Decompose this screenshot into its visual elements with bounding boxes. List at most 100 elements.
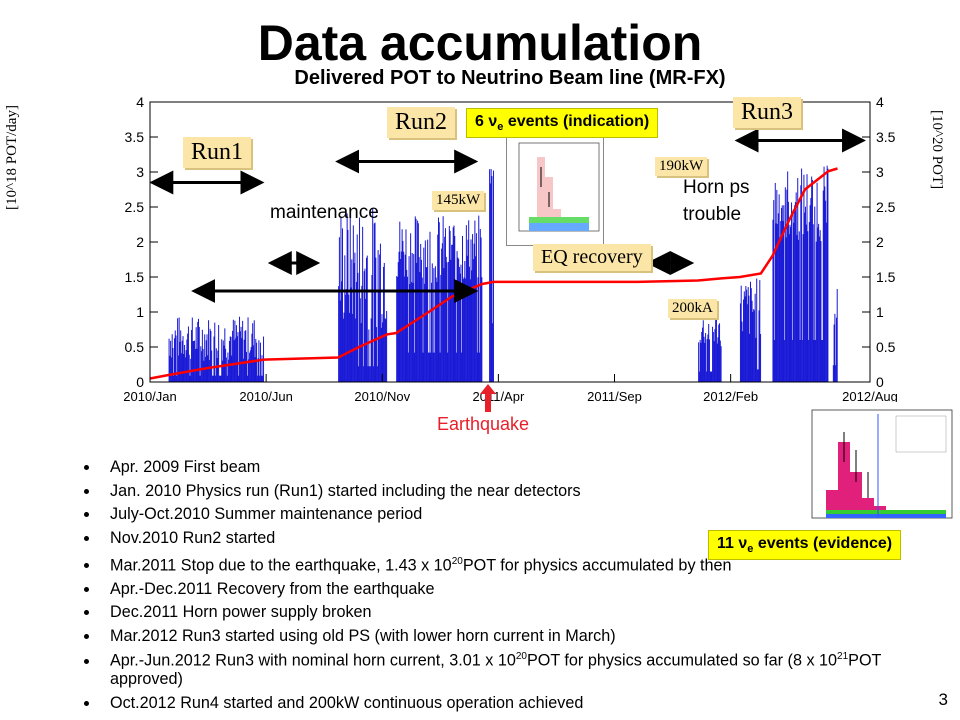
evidence-events-box: 11 νe events (evidence): [708, 530, 902, 561]
indication-sub: e: [497, 121, 504, 134]
daily-pot-bar: [478, 215, 480, 382]
daily-pot-bar: [462, 235, 463, 382]
daily-pot-bar: [170, 357, 172, 382]
daily-pot-bar: [239, 331, 241, 382]
daily-pot-bar: [358, 366, 360, 382]
y-tick-label-right: 3: [876, 164, 884, 180]
daily-pot-bar: [822, 340, 823, 382]
daily-pot-bar: [746, 304, 748, 382]
daily-pot-bar: [823, 166, 825, 382]
daily-pot-bar: [773, 200, 775, 382]
daily-pot-bar: [810, 197, 812, 382]
daily-pot-bar: [404, 254, 406, 382]
daily-pot-bar: [218, 375, 220, 382]
daily-pot-bar: [351, 259, 353, 382]
daily-pot-bar: [377, 250, 379, 382]
daily-pot-bar: [362, 226, 364, 382]
daily-pot-bar: [375, 257, 377, 382]
daily-pot-bar: [708, 323, 710, 382]
daily-pot-bar: [225, 357, 227, 382]
daily-pot-bar: [439, 352, 441, 382]
daily-pot-bar: [362, 366, 364, 382]
daily-pot-bar: [452, 227, 454, 382]
daily-pot-bar: [707, 334, 709, 382]
daily-pot-bar: [457, 257, 459, 382]
daily-pot-bar: [372, 208, 374, 382]
daily-pot-bar: [444, 228, 446, 382]
daily-pot-bar: [201, 329, 203, 382]
daily-pot-bar: [363, 271, 365, 382]
daily-pot-bar: [260, 375, 262, 382]
daily-pot-bar: [397, 262, 399, 382]
daily-pot-bar: [223, 345, 225, 382]
daily-pot-bar: [200, 346, 202, 382]
daily-pot-bar: [188, 354, 190, 382]
daily-pot-bar: [345, 294, 347, 382]
daily-pot-bar: [467, 239, 469, 382]
daily-pot-bar: [754, 293, 756, 382]
daily-pot-bar: [742, 331, 744, 382]
daily-pot-bar: [233, 340, 235, 382]
daily-pot-bar: [435, 277, 437, 382]
daily-pot-bar: [743, 291, 745, 382]
daily-pot-bar: [809, 205, 811, 382]
daily-pot-bar: [174, 338, 175, 382]
daily-pot-bar: [218, 325, 220, 382]
daily-pot-bar: [372, 366, 374, 382]
daily-pot-bar: [827, 168, 829, 382]
daily-pot-bar: [472, 234, 474, 382]
daily-pot-bar: [396, 276, 398, 382]
bullet-text: POT for physics accumulated so far (8 x …: [526, 651, 838, 670]
bullet-exponent: 20: [451, 556, 463, 567]
daily-pot-bar: [199, 375, 201, 382]
daily-pot-bar: [224, 328, 226, 382]
daily-pot-bar: [256, 375, 258, 382]
daily-pot-bar: [342, 318, 344, 382]
daily-pot-bar: [348, 294, 350, 382]
daily-pot-bar: [715, 318, 717, 382]
daily-pot-bar: [755, 337, 757, 382]
daily-pot-bar: [799, 340, 801, 382]
daily-pot-bar: [463, 277, 465, 382]
daily-pot-bar: [407, 352, 409, 382]
daily-pot-bar: [717, 337, 719, 382]
daily-pot-bar: [202, 348, 204, 382]
daily-pot-bar: [178, 317, 180, 382]
daily-pot-bar: [450, 259, 452, 382]
daily-pot-bar: [339, 300, 341, 382]
daily-pot-bar: [368, 329, 370, 382]
daily-pot-bar: [816, 182, 818, 382]
daily-pot-bar: [426, 267, 428, 382]
y-tick-label-left: 2: [136, 234, 144, 250]
daily-pot-bar: [489, 169, 491, 382]
daily-pot-bar: [431, 282, 433, 382]
daily-pot-bar: [743, 299, 745, 382]
daily-pot-bar: [359, 298, 361, 382]
y-tick-label-right: 1: [876, 304, 884, 320]
indication-text: events (indication): [503, 113, 650, 130]
bullet-exponent: 20: [515, 651, 527, 663]
daily-pot-bar: [449, 230, 451, 382]
bullet-item: Jan. 2010 Physics run (Run1) started inc…: [100, 480, 940, 504]
bullet-item: Mar.2011 Stop due to the earthquake, 1.4…: [100, 550, 940, 578]
daily-pot-bar: [425, 267, 427, 382]
daily-pot-bar: [172, 348, 174, 382]
daily-pot-bar: [209, 328, 211, 382]
daily-pot-bar: [491, 176, 493, 382]
daily-pot-bar: [347, 229, 349, 382]
daily-pot-bar: [460, 264, 462, 382]
bullet-item: Apr. 2009 First beam: [100, 456, 940, 480]
run3-label: Run3: [733, 97, 802, 128]
daily-pot-bar: [259, 342, 261, 382]
daily-pot-bar: [444, 236, 446, 382]
daily-pot-bar: [238, 375, 240, 382]
daily-pot-bar: [354, 252, 356, 382]
daily-pot-bar: [470, 239, 472, 382]
daily-pot-bar: [462, 279, 464, 382]
daily-pot-bar: [416, 262, 418, 382]
daily-pot-bar: [180, 353, 182, 382]
daily-pot-bar: [745, 286, 747, 382]
daily-pot-bar: [758, 310, 760, 382]
daily-pot-bar: [371, 275, 373, 382]
daily-pot-bar: [455, 352, 457, 382]
